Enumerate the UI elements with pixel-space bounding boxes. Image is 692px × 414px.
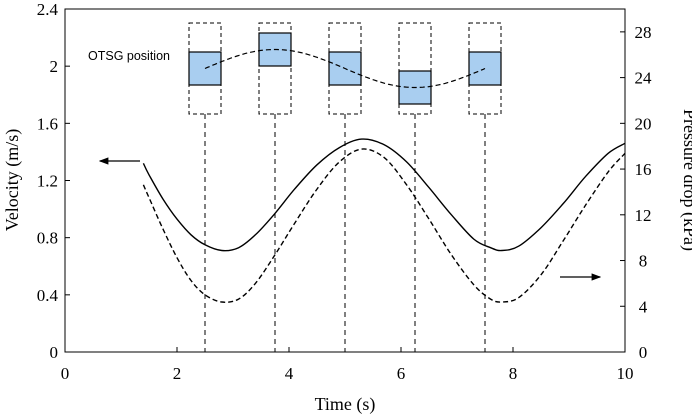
left-axis-title: Velocity (m/s) <box>2 129 23 231</box>
y-tick-label: 0.8 <box>37 229 58 248</box>
y-tick-label: 1.6 <box>37 114 58 133</box>
y-tick-label: 2 <box>50 57 59 76</box>
otsg-trajectory-curve <box>204 48 486 89</box>
y2-tick-label: 8 <box>639 252 648 271</box>
y-tick-label: 0.4 <box>37 286 59 305</box>
right-axis: 0 4 8 12 16 20 24 28 <box>620 23 652 362</box>
x-axis-title: Time (s) <box>315 394 376 414</box>
y-tick-label: 2.4 <box>37 0 59 19</box>
y2-tick-label: 12 <box>635 206 652 225</box>
series-lines <box>142 138 626 303</box>
y2-tick-label: 0 <box>639 343 648 362</box>
y2-tick-label: 16 <box>635 160 652 179</box>
y2-tick-label: 20 <box>635 114 652 133</box>
y2-tick-label: 4 <box>639 297 648 316</box>
otsg-outline-box <box>258 22 292 115</box>
right-axis-title: Pressure drop (kPa) <box>679 109 692 251</box>
x-tick-label: 10 <box>617 364 634 383</box>
y-tick-label: 1.2 <box>37 172 58 191</box>
x-tick-label: 6 <box>397 364 406 383</box>
x-tick-label: 0 <box>61 364 70 383</box>
left-axis: 0 0.4 0.8 1.2 1.6 2 2.4 <box>37 0 70 362</box>
x-tick-label: 4 <box>285 364 294 383</box>
y-tick-label: 0 <box>50 343 59 362</box>
axis-arrows <box>98 157 602 281</box>
x-axis: 0 2 4 6 8 10 <box>61 347 634 383</box>
otsg-position-label: OTSG position <box>88 49 170 63</box>
x-tick-label: 2 <box>173 364 182 383</box>
y2-tick-label: 24 <box>635 69 653 88</box>
otsg-markers <box>188 22 502 352</box>
y2-tick-label: 28 <box>635 23 652 42</box>
velocity-series-line <box>142 138 626 252</box>
otsg-outline-box <box>398 22 432 115</box>
x-tick-label: 8 <box>509 364 518 383</box>
pressure-drop-series-line <box>142 148 626 303</box>
